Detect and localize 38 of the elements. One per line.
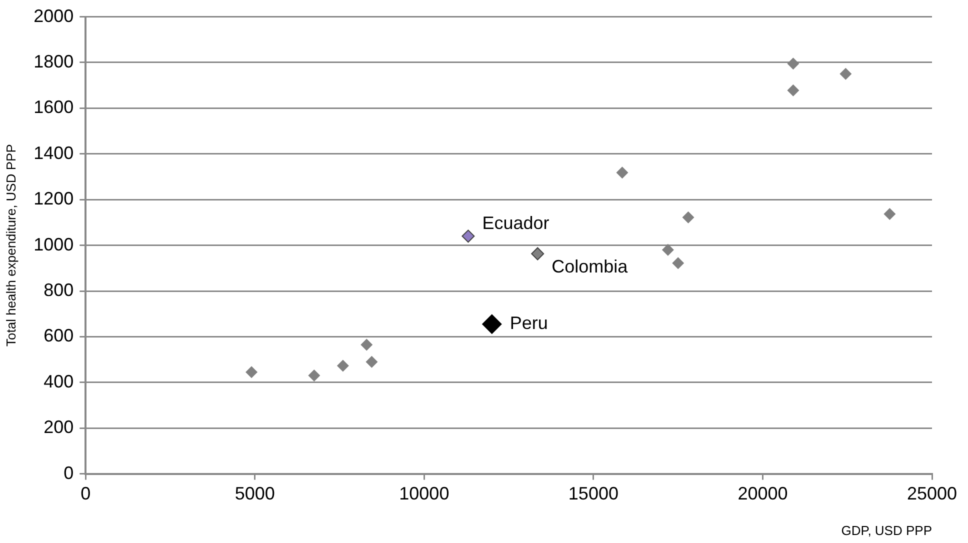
point xyxy=(787,58,800,70)
y-tick-label: 400 xyxy=(44,371,74,392)
x-tick-label: 25000 xyxy=(906,484,958,504)
y-tick-label: 1800 xyxy=(34,51,74,72)
point xyxy=(787,84,800,96)
x-tick-label: 5000 xyxy=(234,484,275,504)
x-tick-label: 20000 xyxy=(738,484,788,504)
y-tick-label: 2000 xyxy=(34,6,74,26)
y-tick-label: 1200 xyxy=(34,188,74,209)
point xyxy=(884,208,896,220)
x-axis-title: GDP, USD PPP xyxy=(841,522,932,538)
y-tick-label: 600 xyxy=(44,326,74,346)
y-tick-label: 0 xyxy=(64,462,74,483)
point xyxy=(840,68,852,80)
series-label: Colombia xyxy=(552,256,629,277)
point xyxy=(482,314,502,334)
y-tick-label: 200 xyxy=(44,417,74,438)
point xyxy=(672,257,684,270)
y-tick-label: 1600 xyxy=(34,97,74,118)
point xyxy=(336,360,349,372)
series-label: Ecuador xyxy=(482,213,550,234)
point xyxy=(366,356,378,368)
y-axis-title: Total health expenditure, USD PPP xyxy=(3,144,18,346)
point xyxy=(308,370,320,382)
y-tick-label: 800 xyxy=(44,280,74,300)
point xyxy=(662,244,674,256)
point xyxy=(360,338,373,351)
x-tick-label: 15000 xyxy=(568,484,618,504)
y-tick-label: 1000 xyxy=(34,234,74,254)
point xyxy=(246,366,258,378)
point xyxy=(531,247,544,260)
x-tick-label: 0 xyxy=(80,484,91,504)
point xyxy=(682,211,694,224)
point xyxy=(616,166,628,179)
point xyxy=(462,230,475,243)
y-tick-label: 1400 xyxy=(34,142,74,163)
x-tick-label: 10000 xyxy=(399,484,450,504)
series-label: Peru xyxy=(510,313,548,334)
